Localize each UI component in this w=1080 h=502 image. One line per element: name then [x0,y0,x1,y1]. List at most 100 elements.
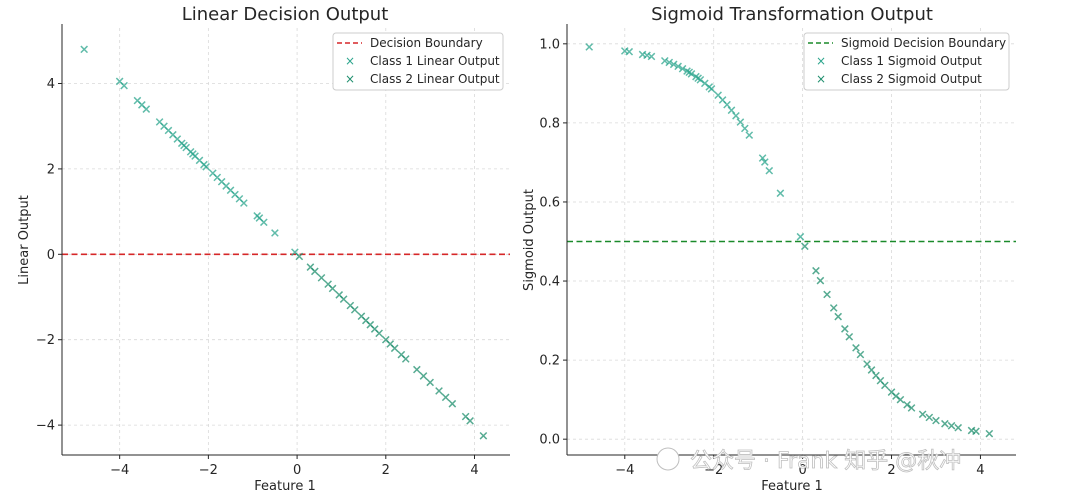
legend-label-series-2: Class 2 Linear Output [370,72,500,86]
data-point-series-2 [339,295,348,303]
legend-box [803,32,1010,91]
watermark: 公众号 · Frank 知乎 @秋冲 [656,447,962,474]
x-axis-label: Feature 1 [761,479,823,494]
legend-label-series-1: Class 1 Sigmoid Output [841,54,982,68]
data-point-series-1 [736,118,745,126]
data-point-series-2 [295,252,304,261]
data-point-series-2 [834,312,843,321]
data-point-series-2 [925,413,934,422]
legend-label-boundary: Decision Boundary [370,36,483,50]
y-tick-label: −2 [36,333,55,348]
y-tick-label: 2 [47,162,55,177]
x-tick-label: 0 [798,463,806,478]
data-point-series-2 [954,423,963,432]
legend: Decision Boundary × Class 1 Linear Outpu… [332,32,504,91]
y-tick-label: 0.8 [539,116,560,131]
chart-title: Linear Decision Output [182,4,389,25]
data-point-series-1 [687,70,696,78]
data-point-series-1 [625,47,634,56]
data-point-series-2 [841,325,849,333]
data-point-series-2 [863,360,871,368]
grid [62,28,510,455]
y-tick-label: 4 [47,77,55,92]
data-point-series-2 [985,429,994,438]
data-point-series-1 [271,229,279,237]
data-point-series-2 [903,400,911,409]
data-point-series-1 [707,85,716,93]
ticks: −4 −2 0 2 4 0.0 0.2 0.4 0.6 0.8 1.0 [539,37,984,478]
data-point-series-1 [647,52,656,61]
data-point-series-1 [727,106,736,115]
x-tick-label: −4 [615,463,634,478]
x-tick-label: 0 [293,463,301,478]
y-tick-label: 0.4 [539,275,560,290]
y-tick-label: −4 [36,419,55,434]
legend-marker-series-2: × [816,72,826,86]
x-tick-label: −4 [110,463,129,478]
data-point-series-2 [918,410,927,419]
data-point-series-2 [350,305,359,314]
x-tick-label: 4 [976,463,984,478]
points-layer [585,43,994,438]
y-tick-label: 0.0 [539,433,560,448]
data-point-series-2 [479,431,488,440]
x-tick-label: −2 [199,463,218,478]
data-point-series-1 [758,154,767,162]
data-point-series-2 [311,267,319,276]
x-tick-label: −2 [704,463,723,478]
data-point-series-1 [723,100,731,109]
data-point-series-2 [413,365,421,374]
y-tick-label: 0 [47,248,55,263]
data-point-series-2 [856,350,865,359]
y-tick-label: 1.0 [539,37,560,52]
data-point-series-2 [448,399,457,408]
data-point-series-2 [419,372,428,380]
data-point-series-1 [740,124,749,133]
data-point-series-1 [760,158,769,166]
data-point-series-1 [259,218,268,227]
y-tick-label: 0.6 [539,195,560,210]
ticks: −4 −2 0 2 4 −4 −2 0 2 4 [36,77,479,478]
data-point-series-2 [816,276,825,285]
y-tick-label: 0.2 [539,354,560,369]
x-tick-label: 2 [887,463,895,478]
data-point-series-2 [823,290,831,299]
grid [567,28,1016,455]
data-point-series-1 [202,162,210,171]
data-point-series-2 [845,332,854,341]
data-point-series-2 [390,344,399,353]
data-point-series-1 [674,62,682,71]
data-point-series-1 [776,189,785,198]
data-point-series-2 [907,404,916,412]
data-point-series-2 [972,427,980,436]
data-point-series-2 [932,416,940,425]
x-axis-label: Feature 1 [254,479,316,494]
legend-box [332,32,504,91]
data-point-series-2 [317,273,326,282]
data-point-series-2 [867,366,876,374]
data-point-series-2 [881,381,889,390]
data-point-series-1 [240,199,248,207]
data-point-series-1 [120,81,128,90]
data-point-series-1 [669,60,678,69]
wechat-icon [656,447,680,471]
legend-marker-series-1: × [816,54,826,68]
legend-label-series-1: Class 1 Linear Output [370,54,500,68]
axes [61,24,510,456]
data-point-series-2 [801,242,809,251]
data-point-series-1 [142,105,151,113]
data-point-series-2 [947,421,956,430]
legend-label-series-2: Class 2 Sigmoid Output [841,72,982,86]
axes [566,24,1016,456]
data-point-series-2 [941,419,949,428]
data-point-series-2 [441,393,450,402]
legend: Sigmoid Decision Boundary × Class 1 Sigm… [803,32,1010,91]
data-point-series-2 [812,266,820,275]
y-axis-label: Linear Output [17,195,32,285]
data-point-series-1 [643,51,651,60]
legend-label-boundary: Sigmoid Decision Boundary [841,36,1006,50]
data-point-series-2 [401,355,410,363]
chart-linear: Linear Decision Output −4 −2 0 2 4 −4 −2 0 2 4 Fe… [17,4,510,494]
data-point-series-2 [896,395,905,404]
data-point-series-1 [732,111,740,120]
